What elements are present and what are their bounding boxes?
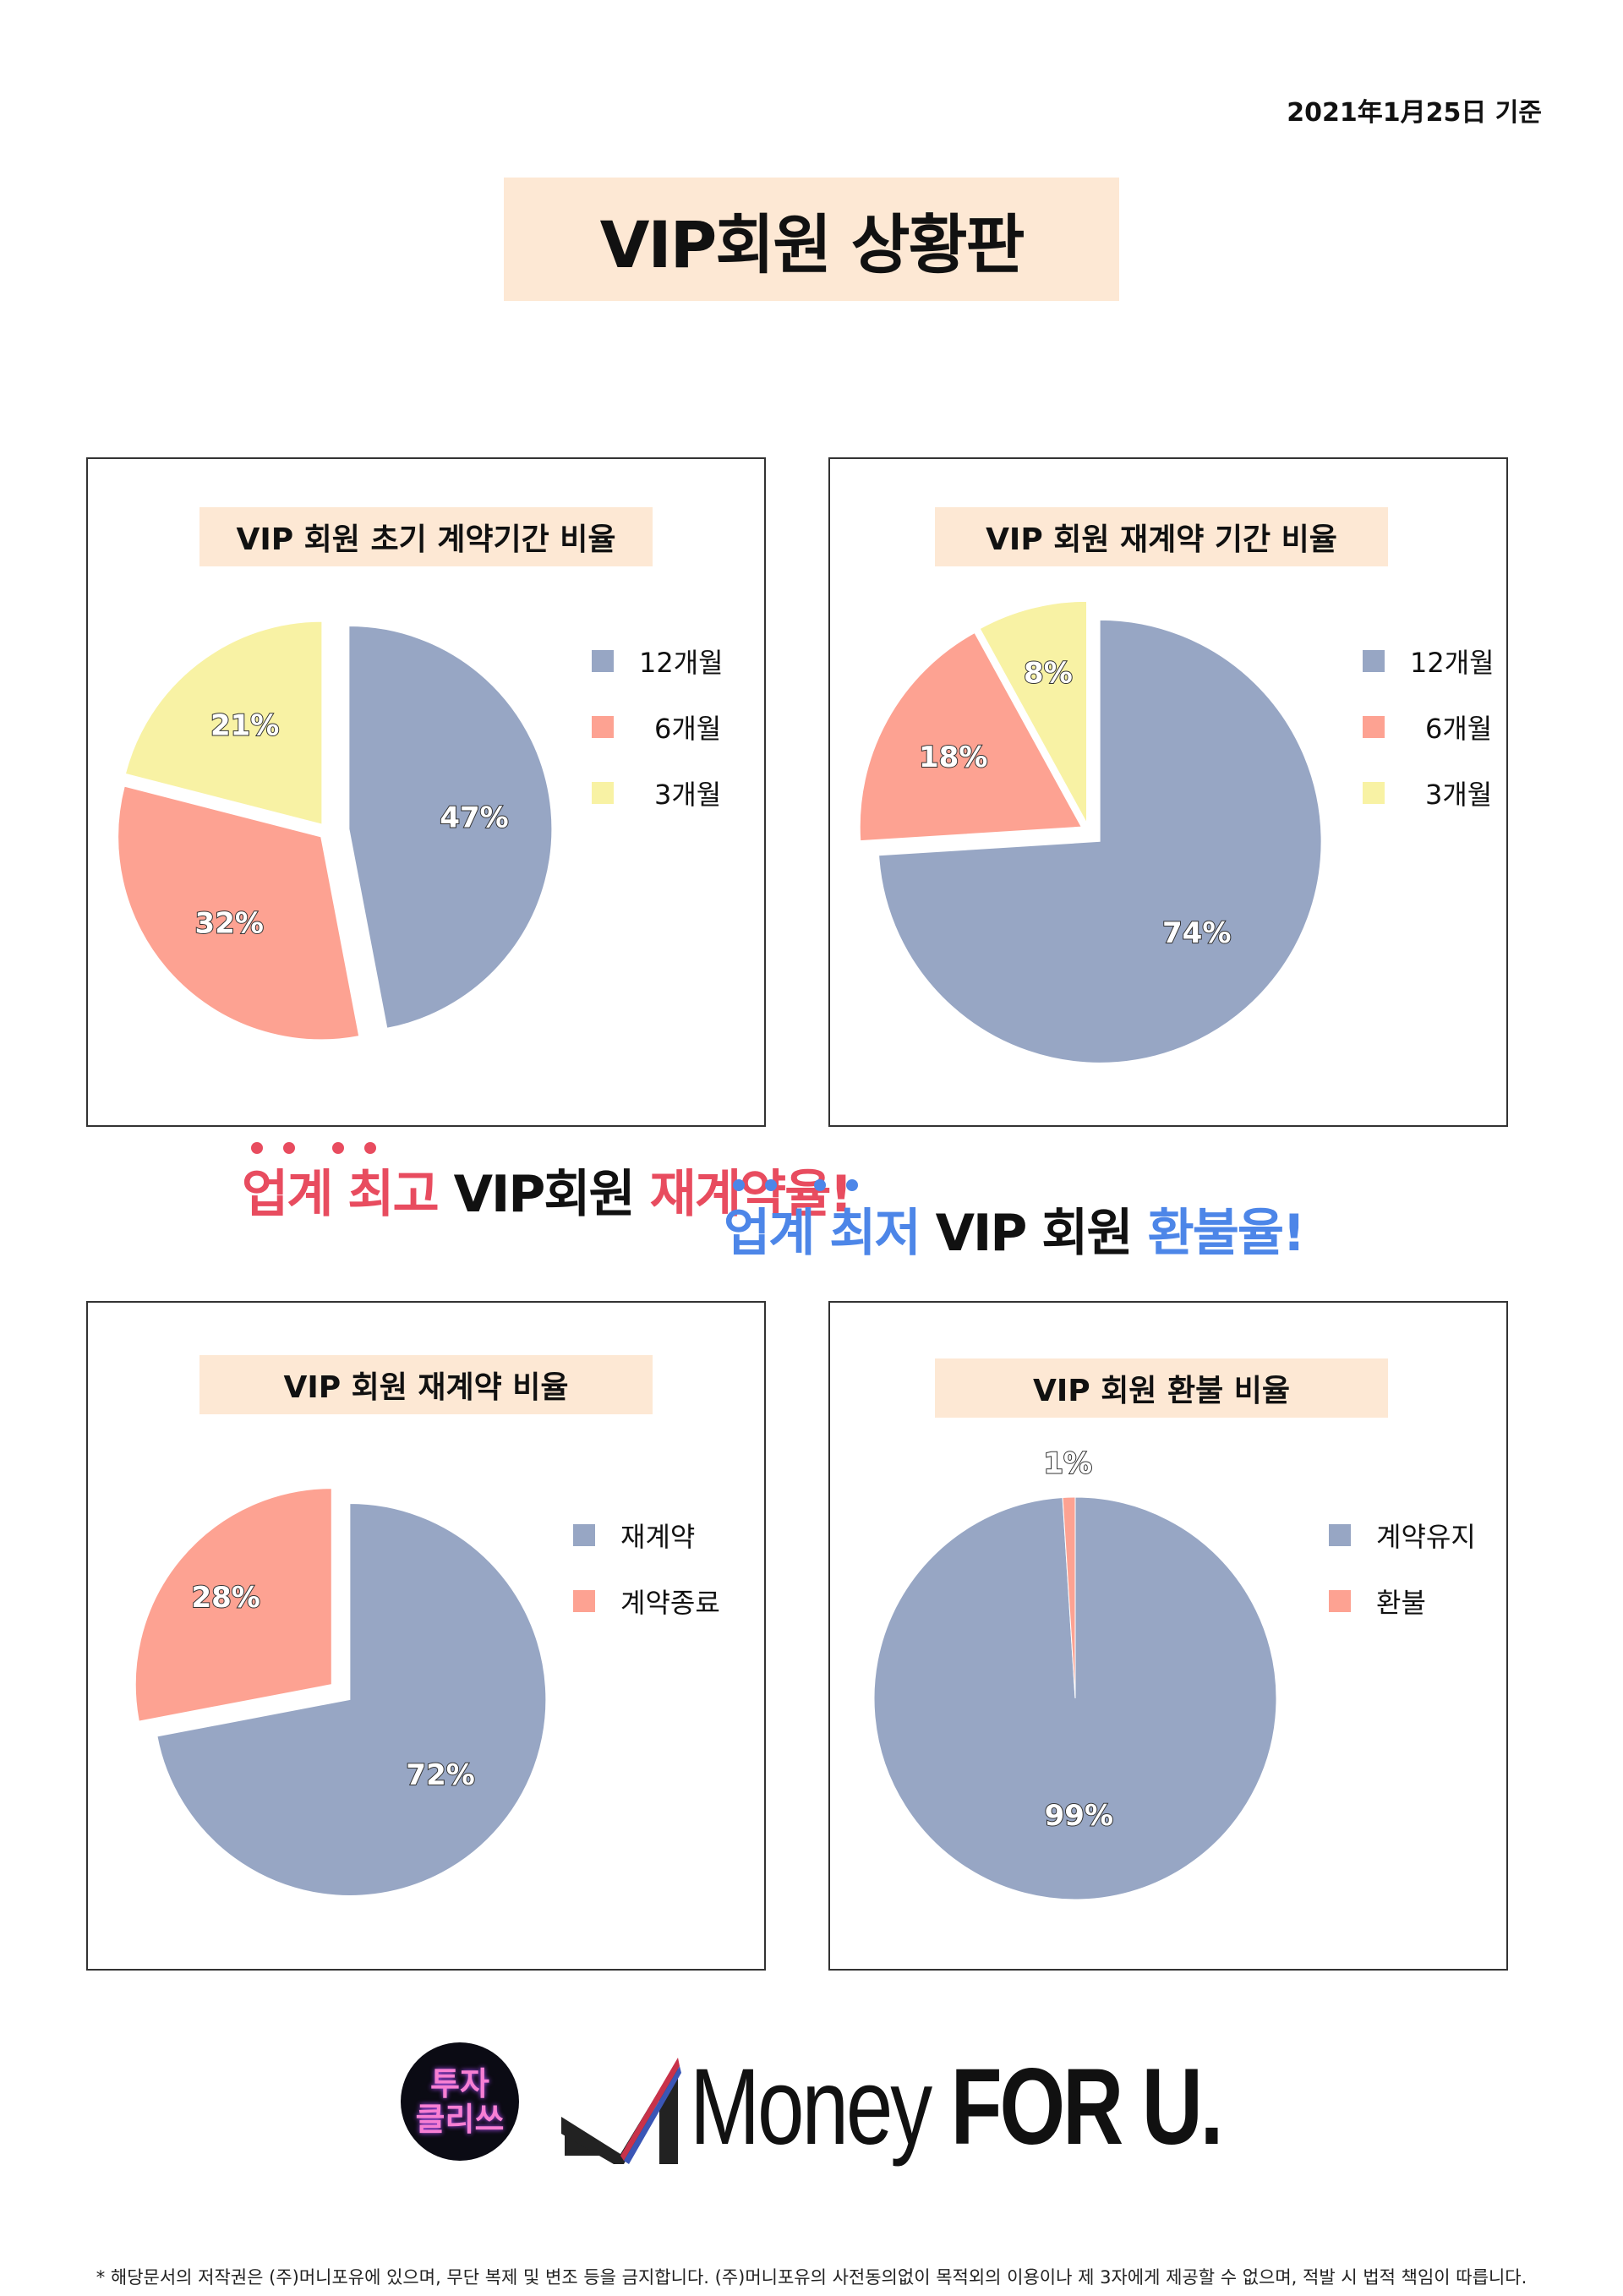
- slogan-emphasis-dots-blue: [733, 1179, 858, 1191]
- pie-chart-initial-contract: 47% 32% 21%: [117, 620, 553, 1041]
- pie-slice: [859, 631, 1083, 842]
- pie-slice: [156, 1502, 547, 1896]
- pie-chart-renewal-period: 74% 18% 8%: [859, 600, 1322, 1063]
- emphasis-dot: [846, 1179, 858, 1191]
- slogan-part: VIP 회원: [935, 1204, 1134, 1263]
- emphasis-dot: [814, 1179, 826, 1191]
- pie-slice-label: 8%: [1024, 657, 1073, 691]
- pie-slice: [134, 1488, 332, 1722]
- pie-slice: [1062, 1496, 1076, 1699]
- chart-legend: 12개월 6개월 3개월: [592, 628, 724, 826]
- pie-slice-label: 47%: [440, 801, 508, 835]
- chart-title: VIP 회원 재계약 비율: [199, 1355, 653, 1414]
- pie-slice: [348, 626, 553, 1029]
- chart-title: VIP 회원 재계약 기간 비율: [935, 507, 1388, 566]
- chart-panel-renewal-rate: 72% 28% VIP 회원 재계약 비율 재계약 계약종료: [86, 1301, 766, 1971]
- chart-panel-initial-contract: 47% 32% 21% VIP 회원 초기 계약기간 비율 12개월 6개월 3개월: [86, 457, 766, 1127]
- slogan-part: 최고: [347, 1165, 439, 1224]
- legend-swatch: [1363, 650, 1385, 672]
- chart-title: VIP 회원 초기 계약기간 비율: [199, 507, 653, 566]
- pie-slice-label: 21%: [210, 709, 279, 743]
- brand-name-light: Money: [690, 2047, 932, 2168]
- legend-item: 재계약: [573, 1502, 720, 1568]
- emphasis-dot: [765, 1179, 777, 1191]
- legend-swatch: [573, 1590, 595, 1612]
- logo-text-line2: 클리쓰: [415, 2101, 505, 2138]
- page-title-box: VIP회원 상황판: [504, 178, 1119, 301]
- chart-legend: 재계약 계약종료: [573, 1502, 720, 1634]
- legend-item: 환불: [1329, 1568, 1476, 1634]
- legend-swatch: [573, 1524, 595, 1546]
- emphasis-dot: [733, 1179, 745, 1191]
- pie-slice-label: 28%: [191, 1581, 260, 1615]
- legend-swatch: [592, 782, 614, 804]
- emphasis-dot: [283, 1142, 295, 1154]
- tooja-class-logo: 투자 클리쓰: [401, 2042, 519, 2161]
- money-for-u-m-logo-icon: [561, 2058, 681, 2164]
- emphasis-dot: [251, 1142, 263, 1154]
- logo-m-body: [561, 2059, 678, 2164]
- legend-item: 12개월: [1363, 628, 1495, 694]
- slogan-part: 업계: [724, 1204, 815, 1263]
- pie-slice-label: 72%: [406, 1758, 474, 1792]
- slogan-part: 환불율!: [1147, 1204, 1306, 1263]
- legend-swatch: [1363, 716, 1385, 738]
- legend-swatch: [1329, 1590, 1351, 1612]
- logo-m-accent-red: [620, 2058, 680, 2161]
- slogan-best-renewal: 업계 최고 VIP회원 재계약율!: [242, 1153, 853, 1227]
- pie-slice: [124, 620, 323, 825]
- pie-chart-refund-rate: 99% 1%: [873, 1446, 1277, 1900]
- pie-chart-renewal-rate: 72% 28%: [134, 1488, 547, 1896]
- legend-swatch: [1329, 1524, 1351, 1546]
- chart-title: VIP 회원 환불 비율: [935, 1358, 1388, 1418]
- chart-panel-refund-rate: 99% 1% VIP 회원 환불 비율 계약유지 환불: [828, 1301, 1508, 1971]
- pie-slice-label: 18%: [919, 741, 987, 774]
- date-label: 2021年1月25日 기준: [1287, 98, 1542, 128]
- legend-item: 3개월: [1363, 760, 1495, 826]
- chart-legend: 12개월 6개월 3개월: [1363, 628, 1495, 826]
- pie-slice-label: 32%: [195, 907, 264, 941]
- logo-m-accent-blue: [624, 2066, 681, 2164]
- slogan-part: 재계약율!: [649, 1165, 853, 1224]
- pie-slice-label: 99%: [1045, 1799, 1113, 1833]
- chart-panel-renewal-period: 74% 18% 8% VIP 회원 재계약 기간 비율 12개월 6개월 3개월: [828, 457, 1508, 1127]
- legend-swatch: [592, 650, 614, 672]
- pie-slice-label: 74%: [1162, 916, 1231, 950]
- chart-legend: 계약유지 환불: [1329, 1502, 1476, 1634]
- logo-text-line1: 투자: [430, 2065, 489, 2102]
- emphasis-dot: [364, 1142, 376, 1154]
- slogan-emphasis-dots-red: [251, 1142, 376, 1154]
- legend-swatch: [1363, 782, 1385, 804]
- pie-slice-label: 1%: [1043, 1447, 1092, 1481]
- pie-slice: [878, 619, 1322, 1063]
- slogan-part: VIP회원: [453, 1165, 636, 1224]
- copyright-footer: * 해당문서의 저작권은 (주)머니포유에 있으며, 무단 복제 및 변조 등을…: [96, 2267, 1527, 2288]
- slogan-lowest-refund: 업계 최저 VIP 회원 환불율!: [724, 1192, 1306, 1266]
- legend-item: 3개월: [592, 760, 724, 826]
- legend-swatch: [592, 716, 614, 738]
- legend-item: 계약유지: [1329, 1502, 1476, 1568]
- legend-item: 계약종료: [573, 1568, 720, 1634]
- legend-item: 6개월: [1363, 694, 1495, 760]
- page-title: VIP회원 상황판: [599, 207, 1025, 282]
- slogan-part: 업계: [242, 1165, 333, 1224]
- legend-item: 6개월: [592, 694, 724, 760]
- brand-name: Money FOR U.: [690, 2044, 1224, 2171]
- pie-slice: [117, 785, 360, 1041]
- pie-slice: [979, 600, 1088, 823]
- slogan-part: 최저: [829, 1204, 921, 1263]
- emphasis-dot: [332, 1142, 344, 1154]
- brand-name-bold: FOR U.: [950, 2047, 1224, 2168]
- legend-item: 12개월: [592, 628, 724, 694]
